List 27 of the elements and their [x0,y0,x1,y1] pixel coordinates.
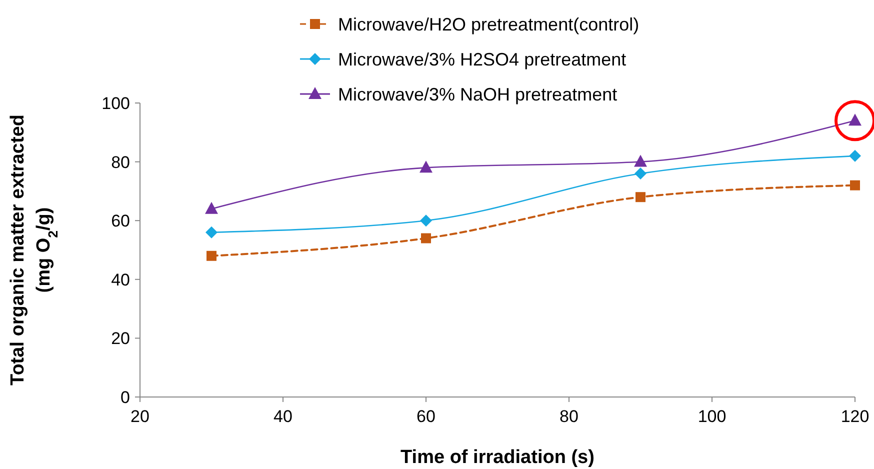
point [206,226,218,238]
legend-label: Microwave/3% H2SO4 pretreatment [338,49,626,70]
y-tick-label: 20 [111,329,130,348]
point [634,154,647,167]
point [636,192,646,202]
point [421,233,431,244]
x-tick-label: 80 [560,407,578,426]
y-tick-label: 80 [111,152,130,172]
x-axis-title: Time of irradiation (s) [400,447,594,468]
legend-label: Microwave/H2O pretreatment(control) [338,14,640,34]
point [634,168,646,180]
point [849,150,861,162]
point [850,180,860,190]
point [205,202,218,214]
y-tick-label: 60 [111,212,130,231]
y-tick-label: 0 [120,388,130,407]
y-tick-label: 100 [102,94,130,113]
x-tick-label: 40 [274,407,292,426]
x-tick-label: 120 [840,407,870,426]
point [420,160,432,173]
point [206,250,216,261]
legend-label: Microwave/3% NaOH pretreatment [338,84,618,104]
point [420,214,432,227]
x-tick-label: 20 [130,407,150,426]
x-tick-label: 100 [698,407,726,426]
y-tick-label: 40 [111,270,130,290]
x-tick-label: 60 [416,407,436,426]
